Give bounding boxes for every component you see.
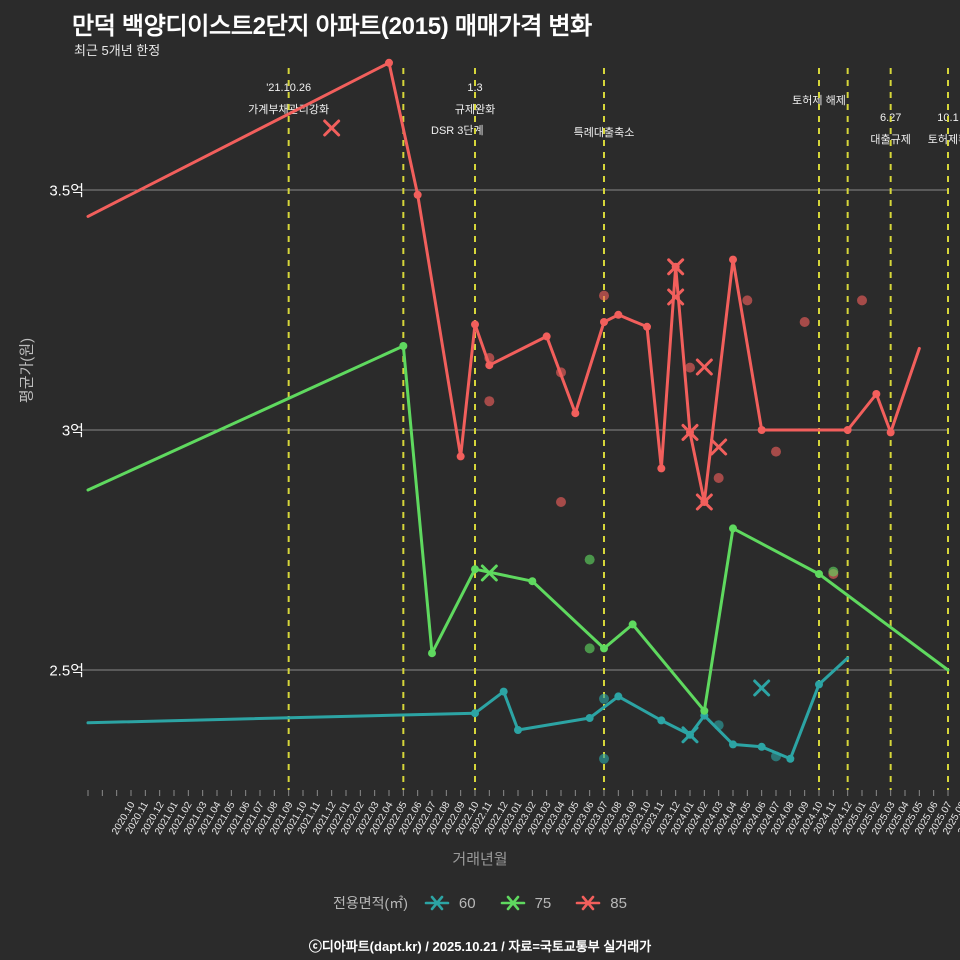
- legend-title: 전용면적(㎡): [333, 895, 408, 911]
- legend-marker-icon: [575, 895, 601, 911]
- y-axis-tick-label: 2.5억: [49, 662, 84, 680]
- annotation-label: 토허제 해제: [792, 95, 846, 107]
- y-axis-tick-label: 3.5억: [49, 182, 84, 200]
- annotation-date: 1.3: [467, 82, 483, 94]
- legend-item-75[interactable]: 75: [500, 894, 552, 912]
- annotation-date: '21.10.26: [266, 82, 312, 94]
- page-subtitle: 최근 5개년 한정: [74, 43, 161, 58]
- footer-credit: ⓒ디아파트(dapt.kr) / 2025.10.21 / 자료=국토교통부 실…: [0, 936, 960, 955]
- page-title: 만덕 백양디이스트2단지 아파트(2015) 매매가격 변화: [72, 13, 592, 40]
- y-axis-ticks: 3.5억 3억 2.5억: [0, 0, 84, 960]
- legend-item-label: 60: [458, 894, 476, 912]
- legend-item-85[interactable]: 85: [575, 894, 627, 912]
- chart-legend: 전용면적(㎡) 60 75 85: [0, 893, 960, 913]
- footer-text: ⓒ디아파트(dapt.kr) / 2025.10.21 / 자료=국토교통부 실…: [308, 939, 652, 954]
- legend-item-60[interactable]: 60: [424, 894, 476, 912]
- legend-item-label: 75: [534, 894, 552, 912]
- y-axis-tick-label: 3억: [61, 422, 84, 440]
- legend-marker-icon: [500, 895, 525, 911]
- annotation-label: 토허제확: [927, 134, 960, 146]
- x-axis-label: 거래년월: [452, 851, 508, 868]
- legend-marker-icon: [424, 895, 450, 911]
- annotation-label: DSR 3단계: [431, 125, 484, 137]
- legend-item-label: 85: [610, 894, 627, 912]
